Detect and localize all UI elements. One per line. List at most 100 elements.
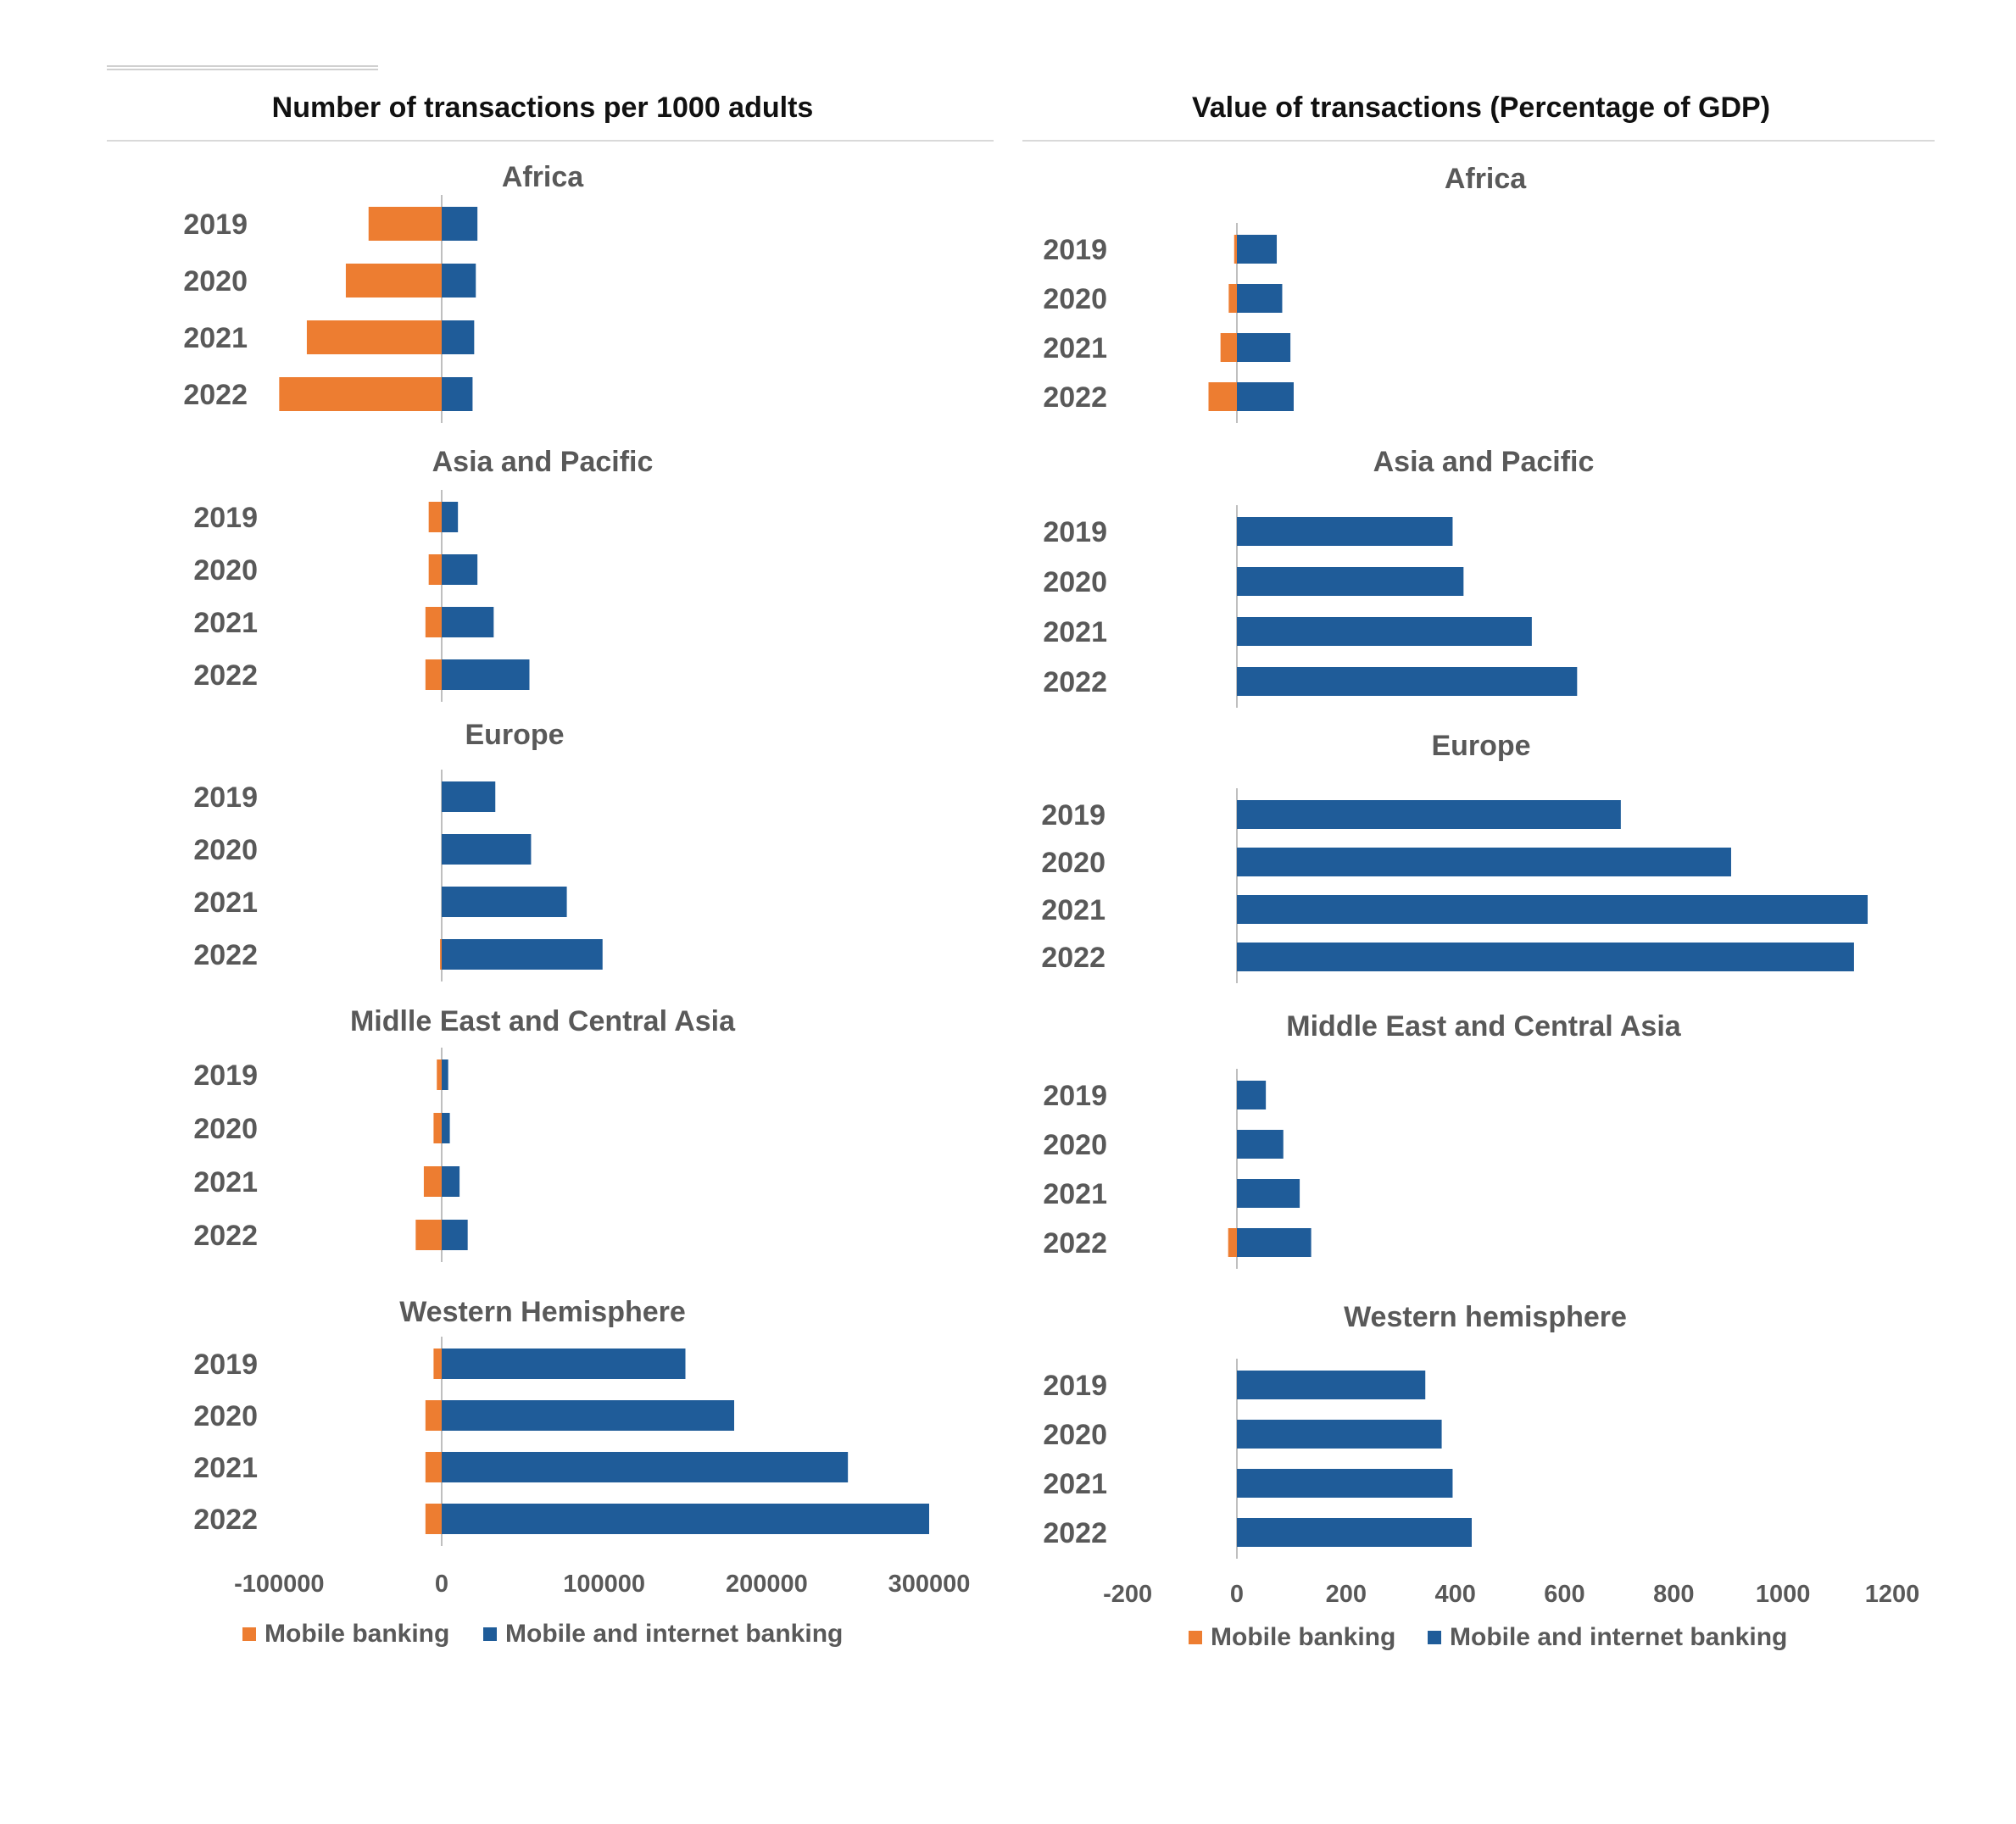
legend-label: Mobile banking: [1211, 1623, 1395, 1651]
legend-swatch-1: [483, 1627, 497, 1641]
year-label: 2020: [1043, 1129, 1107, 1161]
year-label: 2020: [1043, 566, 1107, 598]
panel-africa: Africa 2019 2020 2021 2022: [183, 161, 584, 423]
bar-mobile-banking-2020: [428, 554, 442, 585]
year-label: 2020: [183, 265, 248, 298]
x-tick-label: 300000: [888, 1571, 971, 1598]
bar-mobile-internet-banking-2021: [1237, 1469, 1453, 1498]
bar-mobile-internet-banking-2022: [442, 939, 603, 970]
year-label: 2021: [1043, 1178, 1107, 1210]
year-label: 2019: [1043, 1080, 1107, 1112]
panel-title: Western hemisphere: [1344, 1301, 1627, 1333]
bar-mobile-internet-banking-2020: [1237, 1130, 1284, 1159]
legend-swatch-1: [1428, 1631, 1441, 1644]
x-tick-label: 100000: [563, 1571, 645, 1598]
bar-mobile-internet-banking-2022: [442, 1504, 929, 1534]
year-label: 2020: [193, 834, 258, 866]
bar-mobile-internet-banking-2020: [1237, 284, 1283, 313]
x-tick-label: 400: [1434, 1581, 1475, 1608]
bar-mobile-internet-banking-2022: [442, 377, 473, 411]
bar-mobile-internet-banking-2019: [442, 1059, 448, 1090]
bar-mobile-internet-banking-2021: [442, 607, 494, 637]
bar-mobile-banking-2021: [425, 1452, 442, 1482]
year-label: 2021: [1043, 1468, 1107, 1500]
x-tick-label: 0: [435, 1571, 448, 1598]
bar-mobile-internet-banking-2020: [442, 834, 532, 865]
panel-western-hemisphere: Western hemisphere 2019 2020 2021 2022: [1043, 1301, 1627, 1559]
x-tick-label: -100000: [234, 1571, 324, 1598]
bar-mobile-internet-banking-2021: [1237, 333, 1291, 362]
year-label: 2019: [1043, 516, 1107, 548]
bar-mobile-internet-banking-2021: [442, 320, 475, 354]
bar-mobile-banking-2021: [425, 607, 442, 637]
year-label: 2021: [183, 322, 248, 354]
bar-mobile-banking-2021: [306, 320, 442, 354]
bar-mobile-internet-banking-2020: [442, 1113, 450, 1143]
bar-mobile-banking-2019: [437, 1059, 442, 1090]
bar-mobile-internet-banking-2019: [1237, 517, 1453, 546]
bar-mobile-internet-banking-2020: [1237, 848, 1731, 876]
year-label: 2022: [193, 1220, 258, 1252]
year-label: 2020: [1043, 283, 1107, 315]
bar-mobile-internet-banking-2022: [1237, 1228, 1312, 1257]
legend-label: Mobile and internet banking: [1450, 1623, 1787, 1651]
right-chart: Africa 2019 2020 2021 2022 Asia and Pacific 20…: [1041, 163, 1919, 1651]
year-label: 2022: [1043, 1227, 1107, 1260]
panel-title: Asia and Pacific: [432, 446, 654, 478]
year-label: 2019: [1041, 799, 1105, 831]
year-label: 2022: [1043, 381, 1107, 414]
panel-europe: Europe 2019 2020 2021 2022: [193, 719, 603, 982]
panel-title: Europe: [1431, 730, 1530, 762]
year-label: 2022: [193, 1504, 258, 1536]
year-label: 2019: [1043, 234, 1107, 266]
bar-mobile-internet-banking-2020: [442, 554, 478, 585]
x-tick-label: 1000: [1756, 1581, 1811, 1608]
year-label: 2020: [193, 554, 258, 587]
bar-mobile-internet-banking-2021: [442, 887, 567, 917]
legend-swatch-0: [242, 1627, 256, 1641]
bar-mobile-internet-banking-2022: [1237, 667, 1578, 696]
bar-mobile-banking-2021: [423, 1166, 442, 1197]
x-axis-ticks: -200 0 200 400 600 800 1000 1200: [1103, 1581, 1919, 1608]
right-column-title: Value of transactions (Percentage of GDP…: [1192, 92, 1770, 124]
x-axis-ticks: -100000 0 100000 200000 300000: [234, 1571, 970, 1598]
bar-mobile-banking-2020: [1228, 284, 1237, 313]
year-label: 2021: [1043, 332, 1107, 364]
bar-mobile-internet-banking-2022: [442, 659, 530, 690]
x-tick-label: 0: [1230, 1581, 1244, 1608]
panel-title: Africa: [502, 161, 584, 193]
bar-mobile-banking-2022: [440, 939, 442, 970]
year-label: 2022: [183, 379, 248, 411]
bar-mobile-banking-2022: [425, 1504, 442, 1534]
year-label: 2022: [1043, 1517, 1107, 1549]
bar-mobile-banking-2021: [1220, 333, 1237, 362]
bar-mobile-internet-banking-2019: [1237, 1081, 1267, 1109]
year-label: 2021: [193, 1452, 258, 1484]
bar-mobile-internet-banking-2019: [1237, 235, 1278, 264]
legend: Mobile banking Mobile and internet bankin…: [1189, 1623, 1787, 1651]
bar-mobile-banking-2022: [1228, 1228, 1237, 1257]
year-label: 2019: [193, 1349, 258, 1381]
decorative-lines: [107, 65, 1935, 142]
bar-mobile-internet-banking-2019: [442, 207, 478, 241]
year-label: 2022: [1041, 942, 1105, 974]
year-label: 2019: [183, 209, 248, 241]
panel-title: Asia and Pacific: [1373, 446, 1595, 478]
year-label: 2019: [193, 1059, 258, 1092]
bar-mobile-banking-2022: [425, 659, 442, 690]
bar-mobile-banking-2020: [345, 264, 442, 298]
bar-mobile-banking-2019: [368, 207, 442, 241]
x-tick-label: 200000: [726, 1571, 808, 1598]
bar-mobile-internet-banking-2019: [442, 781, 496, 812]
year-label: 2022: [193, 939, 258, 971]
year-label: 2019: [193, 502, 258, 534]
panel-title: Europe: [465, 719, 564, 751]
year-label: 2021: [193, 887, 258, 919]
year-label: 2019: [1043, 1370, 1107, 1402]
year-label: 2019: [193, 781, 258, 814]
year-label: 2021: [193, 607, 258, 639]
legend-swatch-0: [1189, 1631, 1202, 1644]
year-label: 2021: [193, 1166, 258, 1198]
bar-mobile-internet-banking-2021: [442, 1452, 849, 1482]
